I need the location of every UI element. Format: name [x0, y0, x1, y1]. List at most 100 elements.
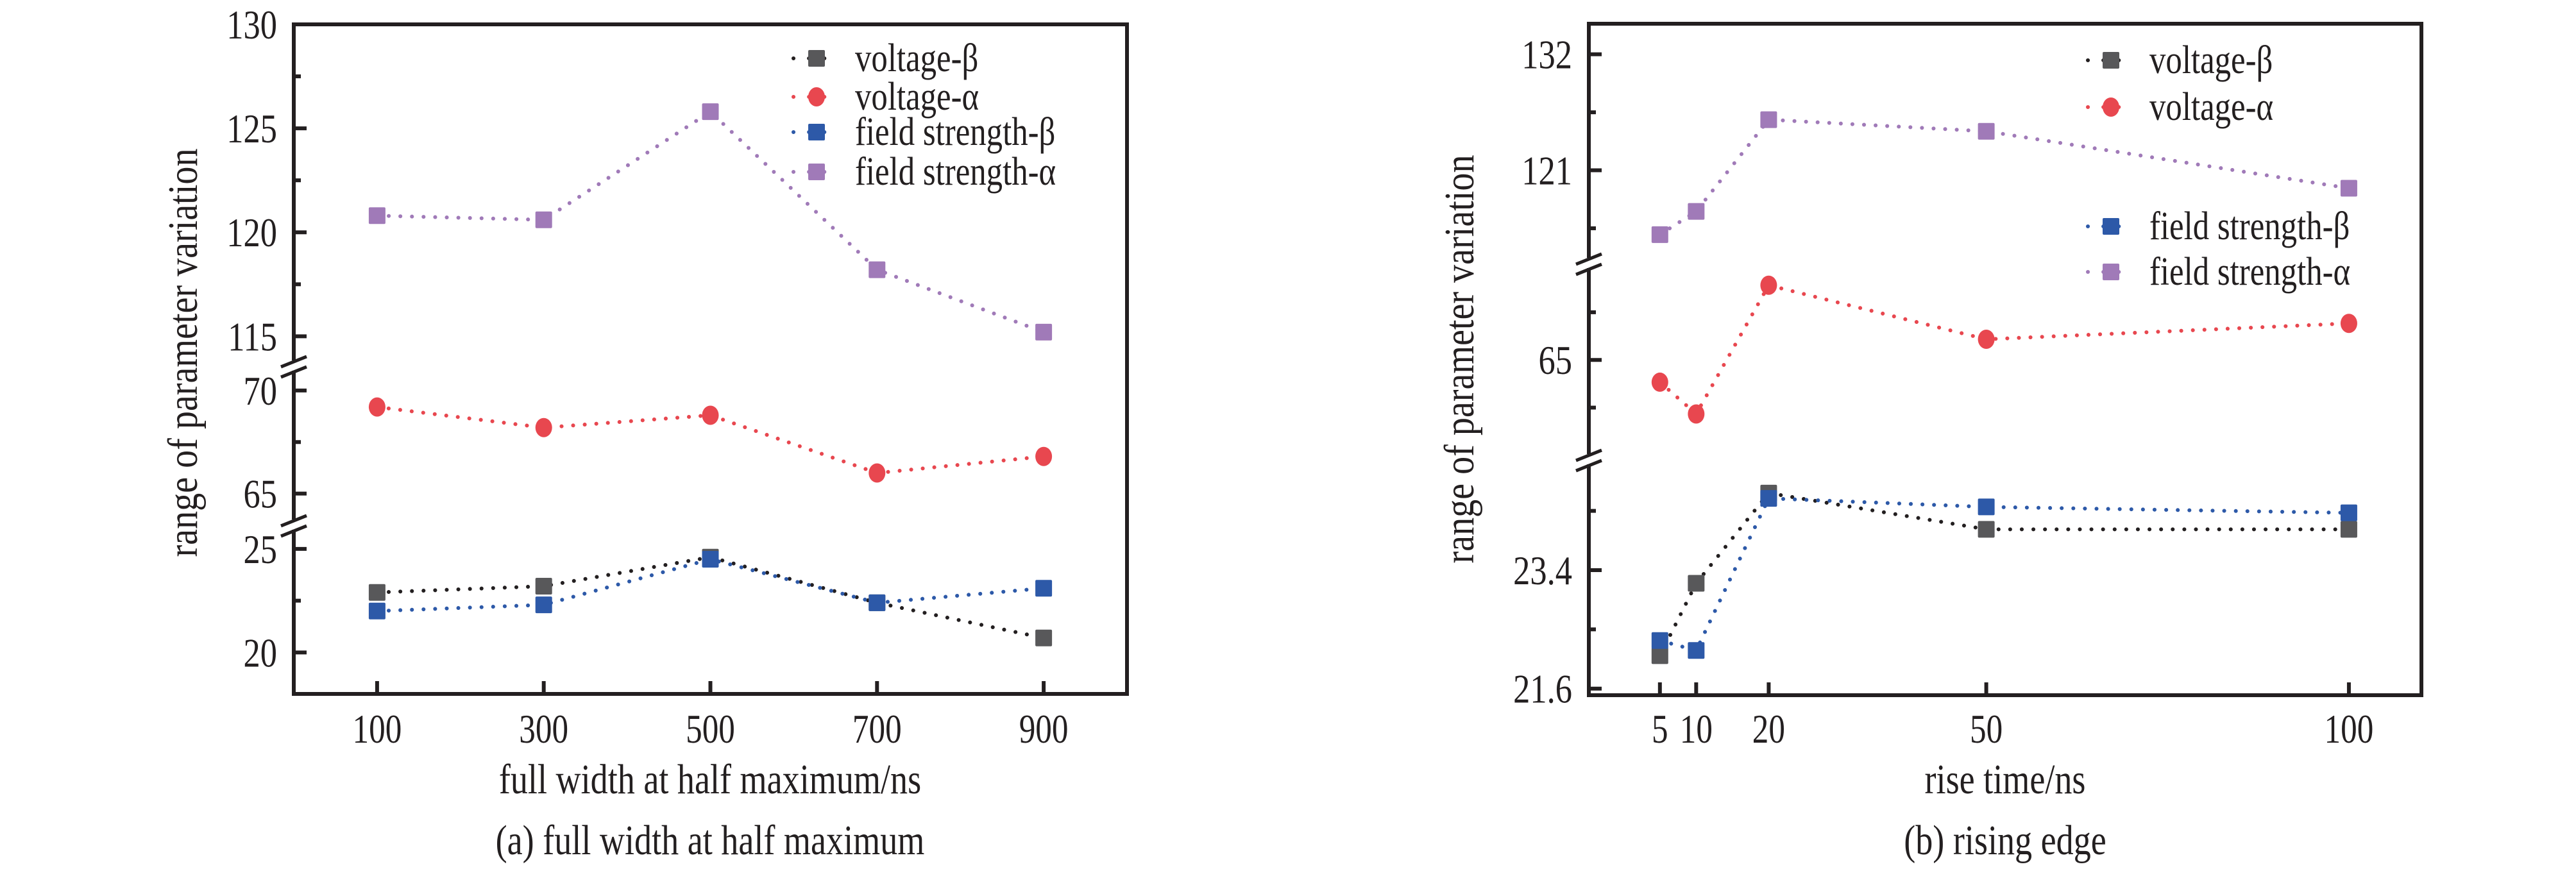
- series-line-0: [375, 555, 1046, 640]
- y-tick-label: 65: [1539, 337, 1572, 383]
- series-line-0: [1657, 491, 2351, 658]
- data-point: [1688, 642, 1705, 659]
- legend-label: voltage-β: [855, 36, 978, 80]
- caption: (b) rising edge: [1904, 817, 2106, 864]
- y-tick-label: 65: [244, 471, 277, 517]
- legend-label: field strength-β: [2149, 204, 2350, 248]
- series-line-2: [1657, 496, 2351, 653]
- y-tick-label: 121: [1521, 148, 1572, 194]
- x-tick-label: 100: [2325, 706, 2374, 752]
- data-point: [1688, 203, 1705, 220]
- legend-marker: [2103, 52, 2119, 69]
- axis-break-mark: [1575, 459, 1602, 473]
- axis-break-mark: [280, 524, 307, 538]
- series-line-1: [1657, 283, 2351, 418]
- y-tick-label: 130: [226, 2, 277, 47]
- data-point: [1651, 647, 1668, 664]
- x-axis-title: rise time/ns: [1925, 756, 2086, 803]
- axis-break-mark: [280, 365, 307, 379]
- data-point: [535, 596, 552, 614]
- x-axis-title: full width at half maximum/ns: [499, 756, 921, 803]
- y-tick-label: 70: [244, 368, 277, 414]
- data-point: [368, 207, 386, 224]
- y-axis-title: range of parameter variation: [160, 148, 207, 557]
- data-point: [2340, 180, 2357, 197]
- data-point: [702, 103, 719, 121]
- axis-break-mark: [280, 355, 307, 369]
- x-tick-label: 500: [686, 706, 735, 752]
- axis-break-gap: [1586, 258, 1591, 268]
- data-point: [702, 551, 719, 568]
- data-point: [1978, 521, 1995, 538]
- x-tick-label: 20: [1752, 706, 1785, 752]
- y-tick-label: 125: [226, 106, 277, 151]
- data-point: [535, 211, 552, 228]
- data-point: [1760, 111, 1777, 128]
- axis-break-mark: [1575, 252, 1602, 266]
- legend-label: field strength-α: [2149, 249, 2350, 294]
- data-point: [869, 463, 886, 483]
- chart-panel-b: range of parameter variation rise time/n…: [1436, 22, 2423, 864]
- data-point: [1651, 632, 1668, 649]
- caption: (a) full width at half maximum: [496, 817, 925, 864]
- x-tick-label: 50: [1970, 706, 2003, 752]
- data-point: [1978, 122, 1995, 140]
- y-tick-label: 23.4: [1513, 548, 1572, 593]
- data-point: [1035, 629, 1053, 646]
- y-tick-label: 25: [244, 527, 277, 572]
- x-tick-label: 900: [1019, 706, 1069, 752]
- data-point: [2340, 314, 2357, 333]
- x-tick-label: 300: [519, 706, 568, 752]
- data-point: [1760, 275, 1777, 295]
- x-tick-label: 700: [852, 706, 902, 752]
- legend-label: voltage-β: [2149, 38, 2273, 82]
- chart-panel-a: range of parameter variation full width …: [160, 2, 1129, 864]
- data-point: [1688, 575, 1705, 592]
- data-point: [1978, 498, 1995, 516]
- legend-label: field strength-α: [855, 149, 1056, 194]
- data-point: [1651, 226, 1668, 243]
- series-line-3: [1657, 117, 2351, 237]
- series-line-2: [375, 557, 1046, 613]
- data-point: [1035, 446, 1053, 466]
- axis-break-mark: [1575, 262, 1602, 276]
- axis-break-gap: [1586, 454, 1591, 464]
- data-point: [1688, 404, 1705, 424]
- data-point: [535, 578, 552, 595]
- data-point: [1760, 490, 1777, 507]
- legend-label: field strength-β: [855, 110, 1055, 154]
- y-tick-label: 21.6: [1513, 666, 1572, 712]
- y-tick-label: 120: [226, 210, 277, 255]
- legend-marker: [2103, 97, 2119, 117]
- legend-label: voltage-α: [855, 74, 979, 119]
- data-point: [1978, 330, 1995, 350]
- axis-break-mark: [280, 514, 307, 528]
- legend-marker: [2103, 218, 2119, 235]
- x-tick-label: 10: [1680, 706, 1713, 752]
- x-tick-label: 5: [1652, 706, 1668, 752]
- data-point: [1035, 580, 1053, 597]
- axis-break-gap: [291, 360, 296, 371]
- data-point: [869, 261, 886, 278]
- y-tick-label: 115: [228, 314, 277, 359]
- legend-label: voltage-α: [2149, 85, 2273, 129]
- legend-marker: [808, 87, 825, 106]
- data-point: [2340, 521, 2357, 538]
- data-point: [368, 602, 386, 620]
- legend-marker: [2103, 264, 2119, 280]
- legend-marker: [808, 164, 825, 180]
- data-point: [1035, 323, 1053, 341]
- data-point: [2340, 504, 2357, 521]
- y-tick-label: 20: [244, 630, 277, 676]
- plot-frame: [1587, 22, 2423, 697]
- axis-break-mark: [1575, 448, 1602, 462]
- data-point: [368, 584, 386, 601]
- data-point: [535, 418, 552, 437]
- x-tick-label: 100: [353, 706, 402, 752]
- data-point: [1651, 372, 1668, 392]
- data-point: [869, 594, 886, 611]
- axis-break-gap: [291, 519, 296, 530]
- data-point: [368, 397, 386, 417]
- legend-marker: [808, 50, 825, 67]
